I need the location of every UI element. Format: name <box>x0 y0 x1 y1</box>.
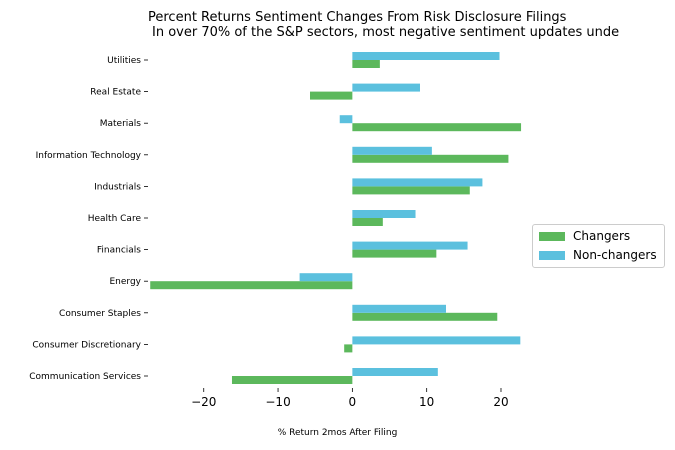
bar-non-changers-materials <box>339 115 353 124</box>
legend-swatch-non-changers <box>539 250 565 260</box>
chart-title-line-1: Percent Returns Sentiment Changes From R… <box>148 10 567 25</box>
x-tick-label-4: 20 <box>493 395 508 409</box>
chart-subtitle: In over 70% of the S&P sectors, most neg… <box>152 25 620 40</box>
bar-non-changers-utilities <box>352 52 500 60</box>
y-tick-label-utilities: Utilities <box>107 56 141 66</box>
x-tick-label-1: −10 <box>265 395 290 409</box>
bar-changers-industrials <box>352 186 470 195</box>
bar-changers-energy <box>150 281 353 290</box>
y-tick-label-consumer-staples: Consumer Staples <box>59 309 141 319</box>
legend-item-changers: Changers <box>539 229 630 243</box>
bar-non-changers-consumer-discretionary <box>352 336 521 345</box>
bar-non-changers-real-estate <box>352 83 420 92</box>
bar-changers-materials <box>352 123 522 132</box>
legend-label-changers: Changers <box>573 229 631 243</box>
x-tick-label-0: −20 <box>191 395 216 409</box>
bar-non-changers-information-technology <box>352 146 432 155</box>
y-tick-label-industrials: Industrials <box>94 182 141 192</box>
y-tick-label-health-care: Health Care <box>88 214 142 224</box>
legend-item-non-changers: Non-changers <box>539 248 657 262</box>
bar-changers-health-care <box>352 218 383 226</box>
bar-changers-information-technology <box>352 154 509 163</box>
chart-title: Percent Returns Sentiment Changes From R… <box>0 10 675 55</box>
bar-non-changers-consumer-staples <box>352 304 446 313</box>
y-tick-label-communication-services: Communication Services <box>29 372 141 382</box>
bar-changers-financials <box>352 249 437 258</box>
bar-changers-communication-services <box>231 376 353 384</box>
y-tick-label-information-technology: Information Technology <box>36 151 142 161</box>
x-tick-label-3: 10 <box>419 395 434 409</box>
y-tick-label-consumer-discretionary: Consumer Discretionary <box>32 340 141 350</box>
bar-non-changers-health-care <box>352 210 416 218</box>
bar-non-changers-communication-services <box>352 368 438 376</box>
legend: Changers Non-changers <box>532 224 665 268</box>
bar-changers-consumer-staples <box>352 312 498 321</box>
bar-non-changers-industrials <box>352 178 483 187</box>
bar-non-changers-energy <box>299 273 353 282</box>
bar-non-changers-financials <box>352 241 468 250</box>
x-tick-label-2: 0 <box>349 395 357 409</box>
x-axis-label: % Return 2mos After Filing <box>277 428 398 438</box>
legend-swatch-changers <box>539 231 565 241</box>
y-tick-label-materials: Materials <box>100 119 142 129</box>
bar-changers-consumer-discretionary <box>344 344 353 353</box>
legend-label-non-changers: Non-changers <box>573 248 657 262</box>
y-tick-label-energy: Energy <box>109 277 141 287</box>
y-tick-label-financials: Financials <box>97 246 141 256</box>
bar-changers-real-estate <box>310 91 353 100</box>
y-tick-label-real-estate: Real Estate <box>90 88 141 98</box>
bar-changers-utilities <box>352 60 380 68</box>
